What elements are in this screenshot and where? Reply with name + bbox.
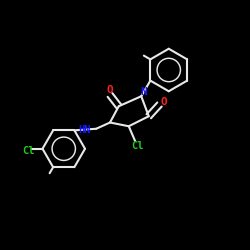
Text: Cl: Cl xyxy=(132,141,144,151)
Text: Cl: Cl xyxy=(22,146,35,156)
Text: HN: HN xyxy=(78,125,91,135)
Text: O: O xyxy=(160,97,168,107)
Text: N: N xyxy=(140,87,147,97)
Text: O: O xyxy=(106,85,114,95)
